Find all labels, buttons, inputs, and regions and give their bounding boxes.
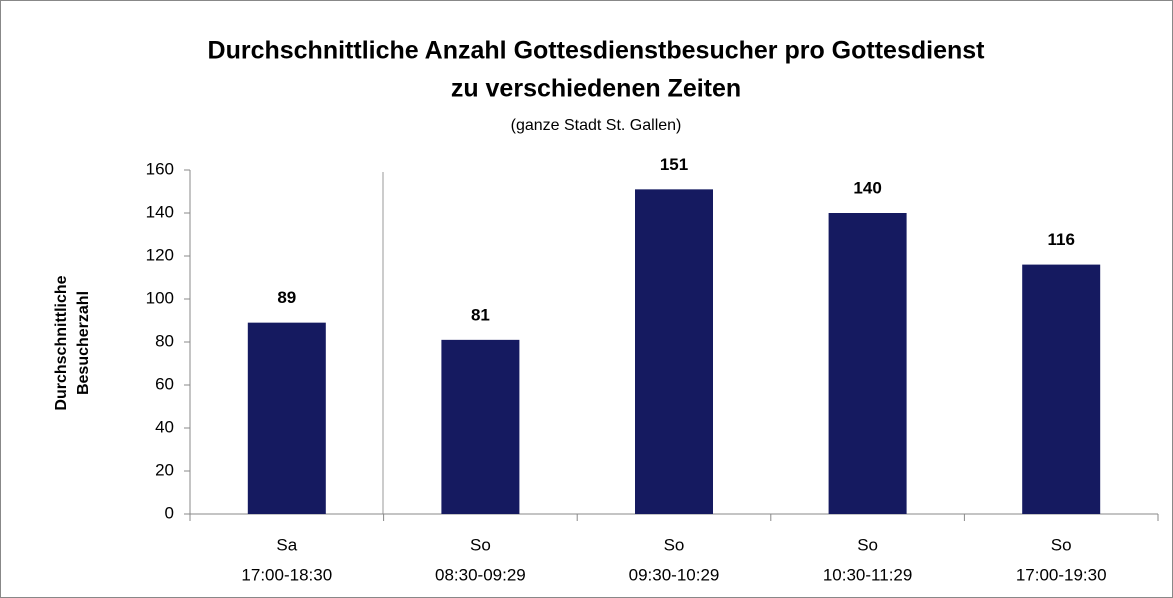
- x-tick-label: 09:30-10:29: [629, 565, 720, 584]
- data-label: 116: [1047, 230, 1074, 249]
- data-label: 89: [277, 288, 296, 307]
- data-label: 81: [471, 305, 490, 324]
- x-tick-label: So: [664, 535, 685, 554]
- y-axis-title-line: Besucherzahl: [75, 291, 92, 395]
- y-tick-label: 40: [155, 417, 174, 436]
- x-tick-label: So: [1051, 535, 1072, 554]
- x-tick-label: Sa: [276, 535, 297, 554]
- data-label: 140: [853, 178, 881, 197]
- bar: [635, 189, 713, 514]
- y-tick-label: 120: [146, 245, 174, 264]
- x-tick-label: 17:00-19:30: [1016, 565, 1107, 584]
- bar: [1022, 264, 1101, 514]
- x-tick-label: So: [857, 535, 878, 554]
- y-tick-label: 0: [165, 503, 174, 522]
- data-label: 151: [660, 155, 688, 174]
- y-tick-label: 140: [146, 202, 174, 221]
- chart-title: zu verschiedenen Zeiten: [451, 75, 741, 103]
- chart-subtitle: (ganze Stadt St. Gallen): [511, 117, 682, 134]
- y-tick-label: 160: [146, 159, 174, 178]
- bar: [247, 322, 326, 514]
- y-tick-label: 20: [155, 460, 174, 479]
- y-tick-label: 60: [155, 374, 174, 393]
- x-tick-label: 08:30-09:29: [435, 565, 526, 584]
- y-axis-title-line: Durchschnittliche: [53, 275, 70, 410]
- chart-title: Durchschnittliche Anzahl Gottesdienstbes…: [208, 37, 986, 65]
- x-tick-label: 10:30-11:29: [823, 565, 912, 584]
- x-tick-label: 17:00-18:30: [241, 565, 332, 584]
- x-tick-label: So: [470, 535, 491, 554]
- y-tick-label: 100: [146, 288, 174, 307]
- bar: [828, 213, 907, 514]
- y-axis-title: Durchschnittliche Besucherzahl: [53, 275, 92, 410]
- bar: [441, 339, 520, 514]
- y-tick-label: 80: [155, 331, 174, 350]
